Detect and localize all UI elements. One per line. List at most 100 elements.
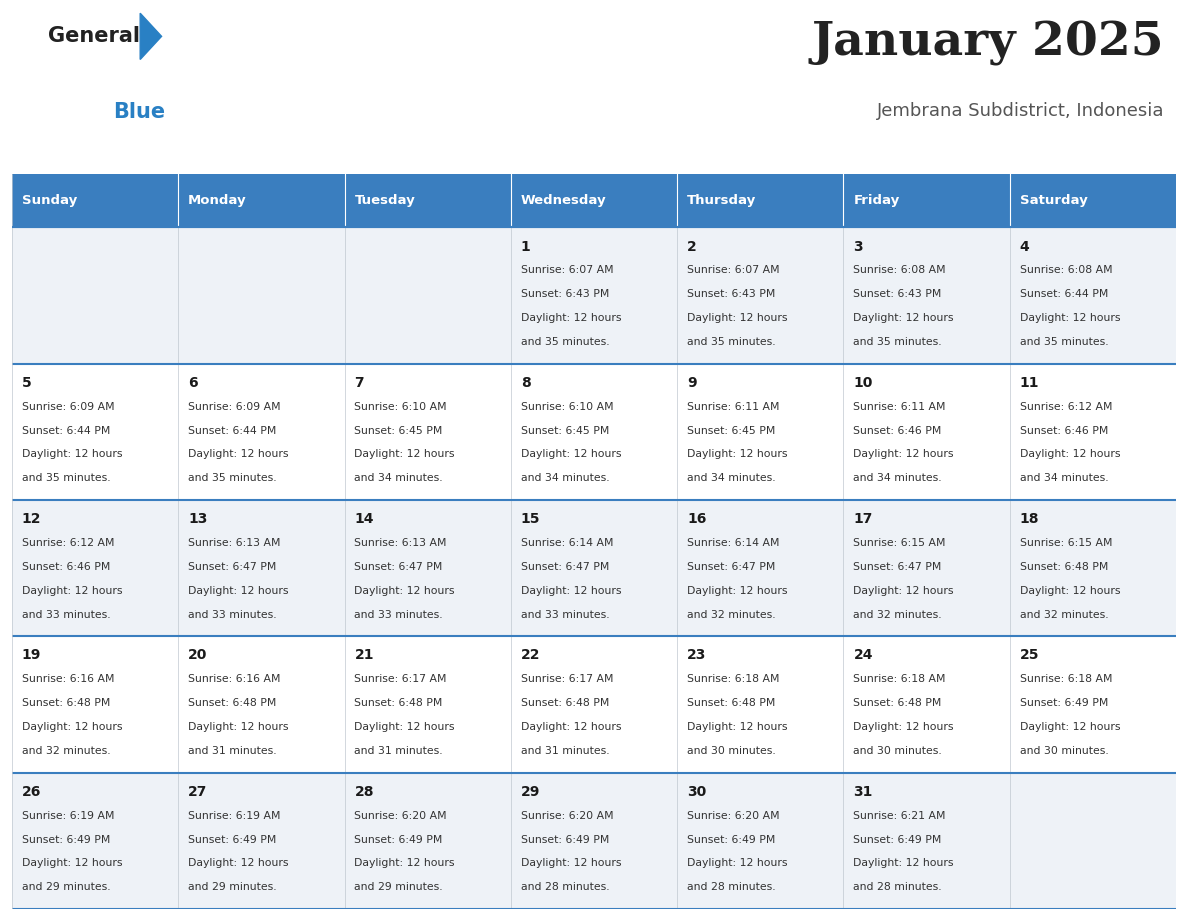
Text: 16: 16: [687, 512, 707, 526]
Text: Sunrise: 6:12 AM: Sunrise: 6:12 AM: [1019, 402, 1112, 412]
Text: 3: 3: [853, 240, 864, 253]
Text: Daylight: 12 hours: Daylight: 12 hours: [687, 722, 788, 732]
Text: and 35 minutes.: and 35 minutes.: [21, 474, 110, 483]
Text: and 29 minutes.: and 29 minutes.: [354, 882, 443, 892]
Bar: [677, 773, 843, 909]
Bar: [178, 500, 345, 636]
Text: Sunrise: 6:16 AM: Sunrise: 6:16 AM: [21, 675, 114, 685]
Text: Daylight: 12 hours: Daylight: 12 hours: [21, 722, 122, 732]
Bar: [511, 228, 677, 364]
Text: Sunrise: 6:18 AM: Sunrise: 6:18 AM: [1019, 675, 1112, 685]
Text: Tuesday: Tuesday: [354, 195, 416, 207]
Bar: [511, 500, 677, 636]
Bar: [511, 636, 677, 773]
Text: Sunrise: 6:07 AM: Sunrise: 6:07 AM: [687, 265, 779, 275]
Text: Sunrise: 6:16 AM: Sunrise: 6:16 AM: [188, 675, 280, 685]
Bar: [843, 228, 1010, 364]
Text: Sunrise: 6:08 AM: Sunrise: 6:08 AM: [853, 265, 946, 275]
Text: Daylight: 12 hours: Daylight: 12 hours: [21, 450, 122, 460]
Bar: [511, 773, 677, 909]
Text: Sunrise: 6:18 AM: Sunrise: 6:18 AM: [687, 675, 779, 685]
Bar: [511, 174, 677, 228]
Text: Sunrise: 6:14 AM: Sunrise: 6:14 AM: [520, 538, 613, 548]
Text: Monday: Monday: [188, 195, 247, 207]
Text: Daylight: 12 hours: Daylight: 12 hours: [687, 586, 788, 596]
Text: and 33 minutes.: and 33 minutes.: [354, 610, 443, 620]
Text: 24: 24: [853, 648, 873, 663]
Text: and 35 minutes.: and 35 minutes.: [520, 337, 609, 347]
Text: and 31 minutes.: and 31 minutes.: [354, 746, 443, 756]
Text: and 34 minutes.: and 34 minutes.: [853, 474, 942, 483]
Text: Daylight: 12 hours: Daylight: 12 hours: [687, 858, 788, 868]
Text: Sunset: 6:48 PM: Sunset: 6:48 PM: [520, 699, 609, 708]
Bar: [1010, 636, 1176, 773]
Text: Sunrise: 6:17 AM: Sunrise: 6:17 AM: [354, 675, 447, 685]
Bar: [843, 773, 1010, 909]
Text: Sunrise: 6:19 AM: Sunrise: 6:19 AM: [188, 811, 280, 821]
Bar: [12, 773, 178, 909]
Text: Sunrise: 6:12 AM: Sunrise: 6:12 AM: [21, 538, 114, 548]
Text: Friday: Friday: [853, 195, 899, 207]
Text: 1: 1: [520, 240, 531, 253]
Text: 31: 31: [853, 785, 873, 799]
Text: Daylight: 12 hours: Daylight: 12 hours: [1019, 722, 1120, 732]
Text: 17: 17: [853, 512, 873, 526]
Text: Sunrise: 6:09 AM: Sunrise: 6:09 AM: [21, 402, 114, 412]
Text: 18: 18: [1019, 512, 1040, 526]
Text: Sunset: 6:45 PM: Sunset: 6:45 PM: [520, 426, 609, 436]
Text: 27: 27: [188, 785, 208, 799]
Text: 29: 29: [520, 785, 541, 799]
Text: and 35 minutes.: and 35 minutes.: [853, 337, 942, 347]
Bar: [677, 228, 843, 364]
Text: and 32 minutes.: and 32 minutes.: [687, 610, 776, 620]
Text: Sunset: 6:47 PM: Sunset: 6:47 PM: [520, 562, 609, 572]
Bar: [178, 364, 345, 500]
Text: Daylight: 12 hours: Daylight: 12 hours: [188, 722, 289, 732]
Text: Daylight: 12 hours: Daylight: 12 hours: [853, 450, 954, 460]
Bar: [1010, 364, 1176, 500]
Text: Sunset: 6:49 PM: Sunset: 6:49 PM: [687, 834, 776, 845]
Text: Daylight: 12 hours: Daylight: 12 hours: [853, 858, 954, 868]
Text: 28: 28: [354, 785, 374, 799]
Text: Daylight: 12 hours: Daylight: 12 hours: [21, 586, 122, 596]
Text: and 34 minutes.: and 34 minutes.: [1019, 474, 1108, 483]
Bar: [178, 174, 345, 228]
Text: Daylight: 12 hours: Daylight: 12 hours: [520, 450, 621, 460]
Text: Sunrise: 6:13 AM: Sunrise: 6:13 AM: [188, 538, 280, 548]
Text: Daylight: 12 hours: Daylight: 12 hours: [188, 586, 289, 596]
Text: Sunset: 6:48 PM: Sunset: 6:48 PM: [853, 699, 942, 708]
Text: Sunset: 6:44 PM: Sunset: 6:44 PM: [21, 426, 110, 436]
Text: Daylight: 12 hours: Daylight: 12 hours: [520, 722, 621, 732]
Text: Sunset: 6:45 PM: Sunset: 6:45 PM: [687, 426, 776, 436]
Bar: [843, 364, 1010, 500]
Text: Sunrise: 6:13 AM: Sunrise: 6:13 AM: [354, 538, 447, 548]
Text: Sunset: 6:49 PM: Sunset: 6:49 PM: [520, 834, 609, 845]
Text: Sunset: 6:44 PM: Sunset: 6:44 PM: [188, 426, 277, 436]
Text: 6: 6: [188, 375, 198, 390]
Text: Daylight: 12 hours: Daylight: 12 hours: [687, 450, 788, 460]
Text: Sunday: Sunday: [21, 195, 77, 207]
Text: Daylight: 12 hours: Daylight: 12 hours: [853, 313, 954, 323]
Text: Sunset: 6:49 PM: Sunset: 6:49 PM: [853, 834, 942, 845]
Text: Sunrise: 6:07 AM: Sunrise: 6:07 AM: [520, 265, 613, 275]
Bar: [12, 174, 178, 228]
Text: Blue: Blue: [113, 103, 165, 122]
Text: and 34 minutes.: and 34 minutes.: [354, 474, 443, 483]
Text: Thursday: Thursday: [687, 195, 757, 207]
Text: 9: 9: [687, 375, 697, 390]
Text: Sunset: 6:43 PM: Sunset: 6:43 PM: [853, 289, 942, 299]
Text: 19: 19: [21, 648, 42, 663]
Text: Sunset: 6:43 PM: Sunset: 6:43 PM: [520, 289, 609, 299]
Text: Sunrise: 6:09 AM: Sunrise: 6:09 AM: [188, 402, 280, 412]
Text: Sunset: 6:49 PM: Sunset: 6:49 PM: [21, 834, 110, 845]
Text: and 33 minutes.: and 33 minutes.: [21, 610, 110, 620]
Text: and 33 minutes.: and 33 minutes.: [520, 610, 609, 620]
Bar: [345, 773, 511, 909]
Text: Daylight: 12 hours: Daylight: 12 hours: [687, 313, 788, 323]
Text: Sunrise: 6:11 AM: Sunrise: 6:11 AM: [687, 402, 779, 412]
Bar: [843, 500, 1010, 636]
Text: and 32 minutes.: and 32 minutes.: [21, 746, 110, 756]
Text: Daylight: 12 hours: Daylight: 12 hours: [853, 722, 954, 732]
Bar: [511, 364, 677, 500]
Bar: [345, 174, 511, 228]
